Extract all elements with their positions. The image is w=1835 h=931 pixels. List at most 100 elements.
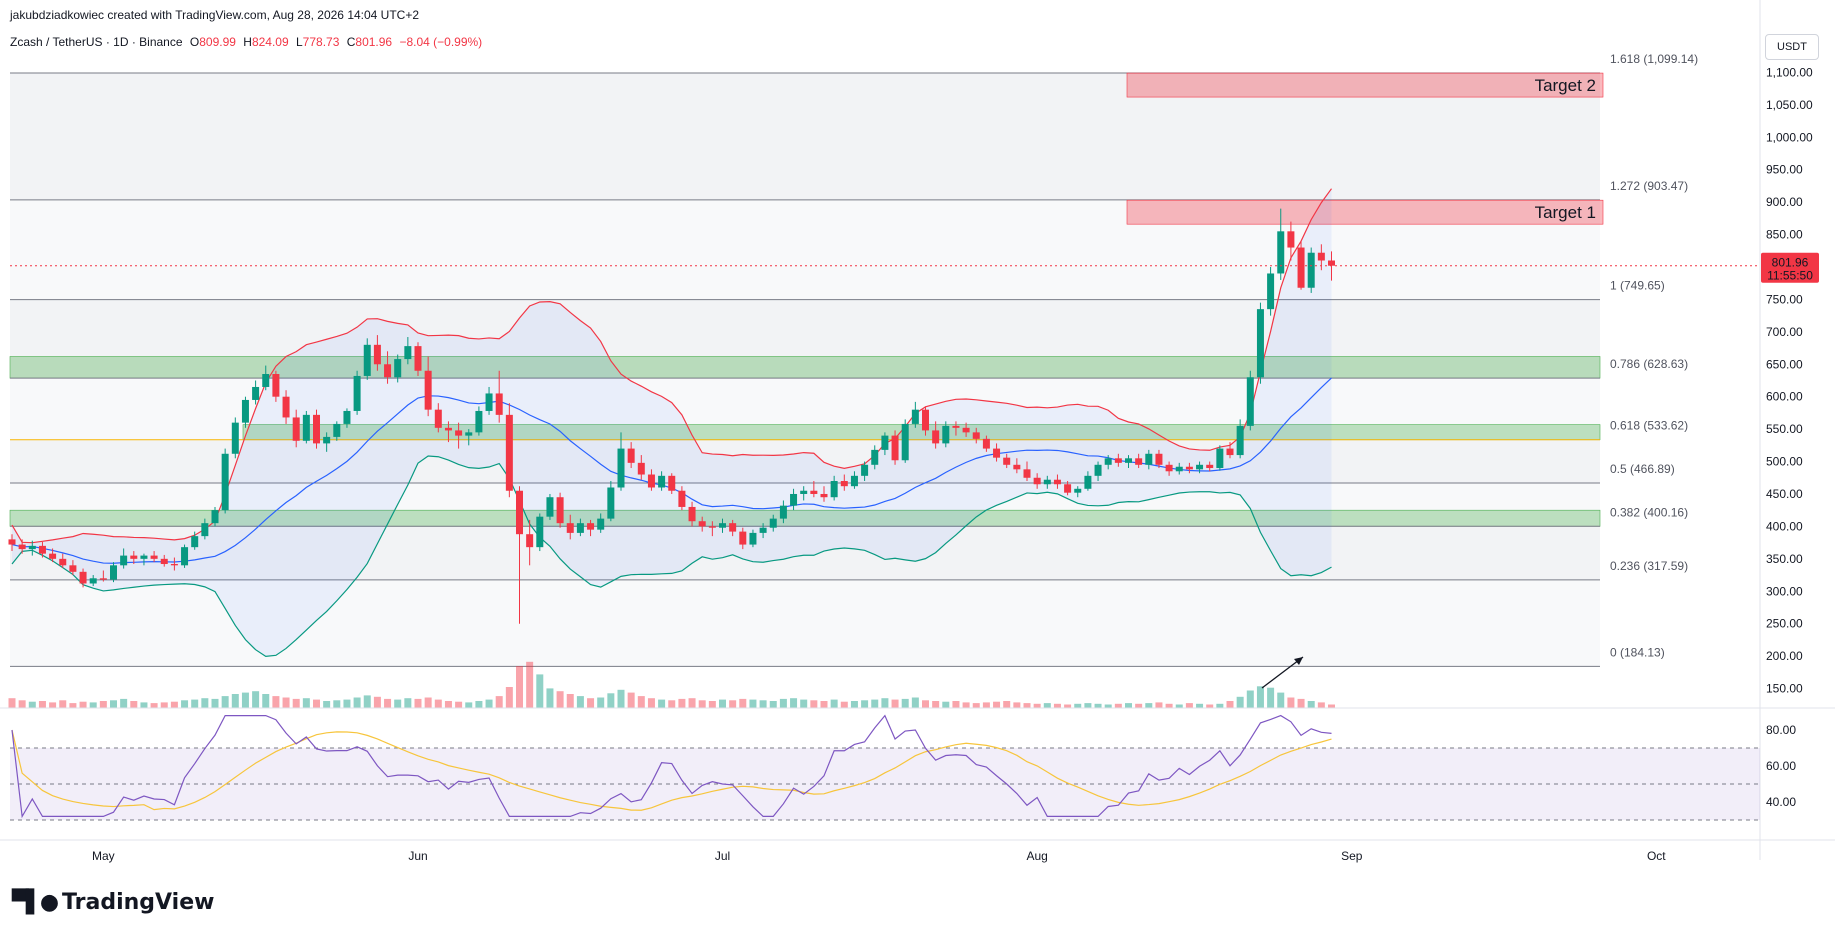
candle-body[interactable] <box>1206 464 1214 469</box>
candle-body[interactable] <box>313 414 320 444</box>
candle-body[interactable] <box>779 505 787 519</box>
candle-body[interactable] <box>414 346 422 371</box>
candle-body[interactable] <box>1216 448 1224 469</box>
candle-body[interactable] <box>708 526 716 528</box>
candle-body[interactable] <box>485 393 493 411</box>
candle-body[interactable] <box>353 375 361 411</box>
candle-body[interactable] <box>658 475 666 488</box>
candle-body[interactable] <box>922 409 929 431</box>
candle-body[interactable] <box>739 531 747 545</box>
candle-body[interactable] <box>323 436 331 444</box>
candle-body[interactable] <box>871 449 879 465</box>
candle-body[interactable] <box>617 448 625 488</box>
candle-body[interactable] <box>363 344 371 376</box>
candle-body[interactable] <box>911 409 919 424</box>
candle-body[interactable] <box>221 453 229 511</box>
candle-body[interactable] <box>982 438 990 449</box>
candle-body[interactable] <box>1074 488 1082 493</box>
candle-body[interactable] <box>1033 477 1041 485</box>
candle-body[interactable] <box>1287 231 1295 248</box>
candle-body[interactable] <box>972 432 980 439</box>
candle-body[interactable] <box>1175 466 1183 472</box>
candle-body[interactable] <box>434 409 442 428</box>
candle-body[interactable] <box>99 578 107 580</box>
candle-body[interactable] <box>952 425 960 428</box>
candle-body[interactable] <box>932 430 940 444</box>
candle-body[interactable] <box>607 487 615 519</box>
candle-body[interactable] <box>627 448 635 463</box>
candle-body[interactable] <box>1053 479 1061 485</box>
candle-body[interactable] <box>1084 475 1092 489</box>
candle-body[interactable] <box>881 435 889 450</box>
candle-body[interactable] <box>516 490 523 535</box>
candle-body[interactable] <box>302 414 310 441</box>
candle-body[interactable] <box>820 493 828 498</box>
candle-body[interactable] <box>38 545 46 554</box>
candle-body[interactable] <box>282 396 290 418</box>
symbol-name[interactable]: Zcash / TetherUS · 1D · Binance <box>10 35 183 49</box>
candle-body[interactable] <box>1267 273 1275 310</box>
candle-body[interactable] <box>424 370 432 410</box>
candle-body[interactable] <box>394 359 402 378</box>
candle-body[interactable] <box>343 410 351 424</box>
candle-body[interactable] <box>1064 484 1072 493</box>
candle-body[interactable] <box>1135 458 1143 465</box>
candle-body[interactable] <box>28 545 36 550</box>
candle-body[interactable] <box>272 374 280 397</box>
candle-body[interactable] <box>475 410 483 433</box>
candle-body[interactable] <box>455 430 463 436</box>
candle-body[interactable] <box>759 527 767 533</box>
candle-body[interactable] <box>546 497 554 517</box>
candle-body[interactable] <box>465 432 473 436</box>
candle-body[interactable] <box>962 427 970 433</box>
candle-body[interactable] <box>1307 252 1315 288</box>
candle-body[interactable] <box>647 474 655 488</box>
candle-body[interactable] <box>901 423 909 461</box>
tradingview-logo[interactable]: ▀▌● TradingView <box>12 890 214 915</box>
candle-body[interactable] <box>830 481 838 498</box>
candle-body[interactable] <box>211 510 219 524</box>
candle-body[interactable] <box>769 518 777 528</box>
candle-body[interactable] <box>1125 458 1132 463</box>
candle-body[interactable] <box>130 555 138 559</box>
candle-body[interactable] <box>1003 457 1011 465</box>
candle-body[interactable] <box>1297 247 1305 288</box>
candle-body[interactable] <box>140 555 148 559</box>
candle-body[interactable] <box>201 523 209 537</box>
candle-body[interactable] <box>993 448 1001 458</box>
candle-body[interactable] <box>69 565 77 572</box>
candle-body[interactable] <box>1145 453 1153 465</box>
candle-body[interactable] <box>1236 425 1244 456</box>
candle-body[interactable] <box>597 518 605 530</box>
candle-body[interactable] <box>505 414 513 491</box>
candle-body[interactable] <box>1104 458 1112 465</box>
candle-body[interactable] <box>1013 464 1021 470</box>
candle-body[interactable] <box>1256 309 1264 378</box>
candle-body[interactable] <box>241 399 249 423</box>
candle-body[interactable] <box>1328 260 1335 266</box>
currency-selector[interactable]: USDT <box>1765 34 1819 60</box>
candle-body[interactable] <box>1165 464 1173 472</box>
candle-body[interactable] <box>59 558 67 566</box>
candle-body[interactable] <box>840 481 848 487</box>
candle-body[interactable] <box>160 558 168 565</box>
candle-body[interactable] <box>231 422 239 454</box>
candle-body[interactable] <box>790 493 798 506</box>
candle-body[interactable] <box>373 344 381 365</box>
candle-body[interactable] <box>181 547 189 566</box>
candle-body[interactable] <box>89 578 97 584</box>
candle-body[interactable] <box>49 553 57 559</box>
candle-body[interactable] <box>800 490 808 494</box>
candle-body[interactable] <box>262 374 270 387</box>
candle-body[interactable] <box>8 539 16 545</box>
candle-body[interactable] <box>495 393 503 415</box>
candle-body[interactable] <box>556 497 564 524</box>
candle-body[interactable] <box>1277 231 1285 274</box>
candle-body[interactable] <box>170 564 178 566</box>
candle-body[interactable] <box>1114 458 1122 463</box>
candle-body[interactable] <box>1094 464 1102 476</box>
candle-body[interactable] <box>1317 252 1325 261</box>
candle-body[interactable] <box>587 523 595 530</box>
candle-body[interactable] <box>1043 479 1051 485</box>
candle-body[interactable] <box>850 475 858 487</box>
